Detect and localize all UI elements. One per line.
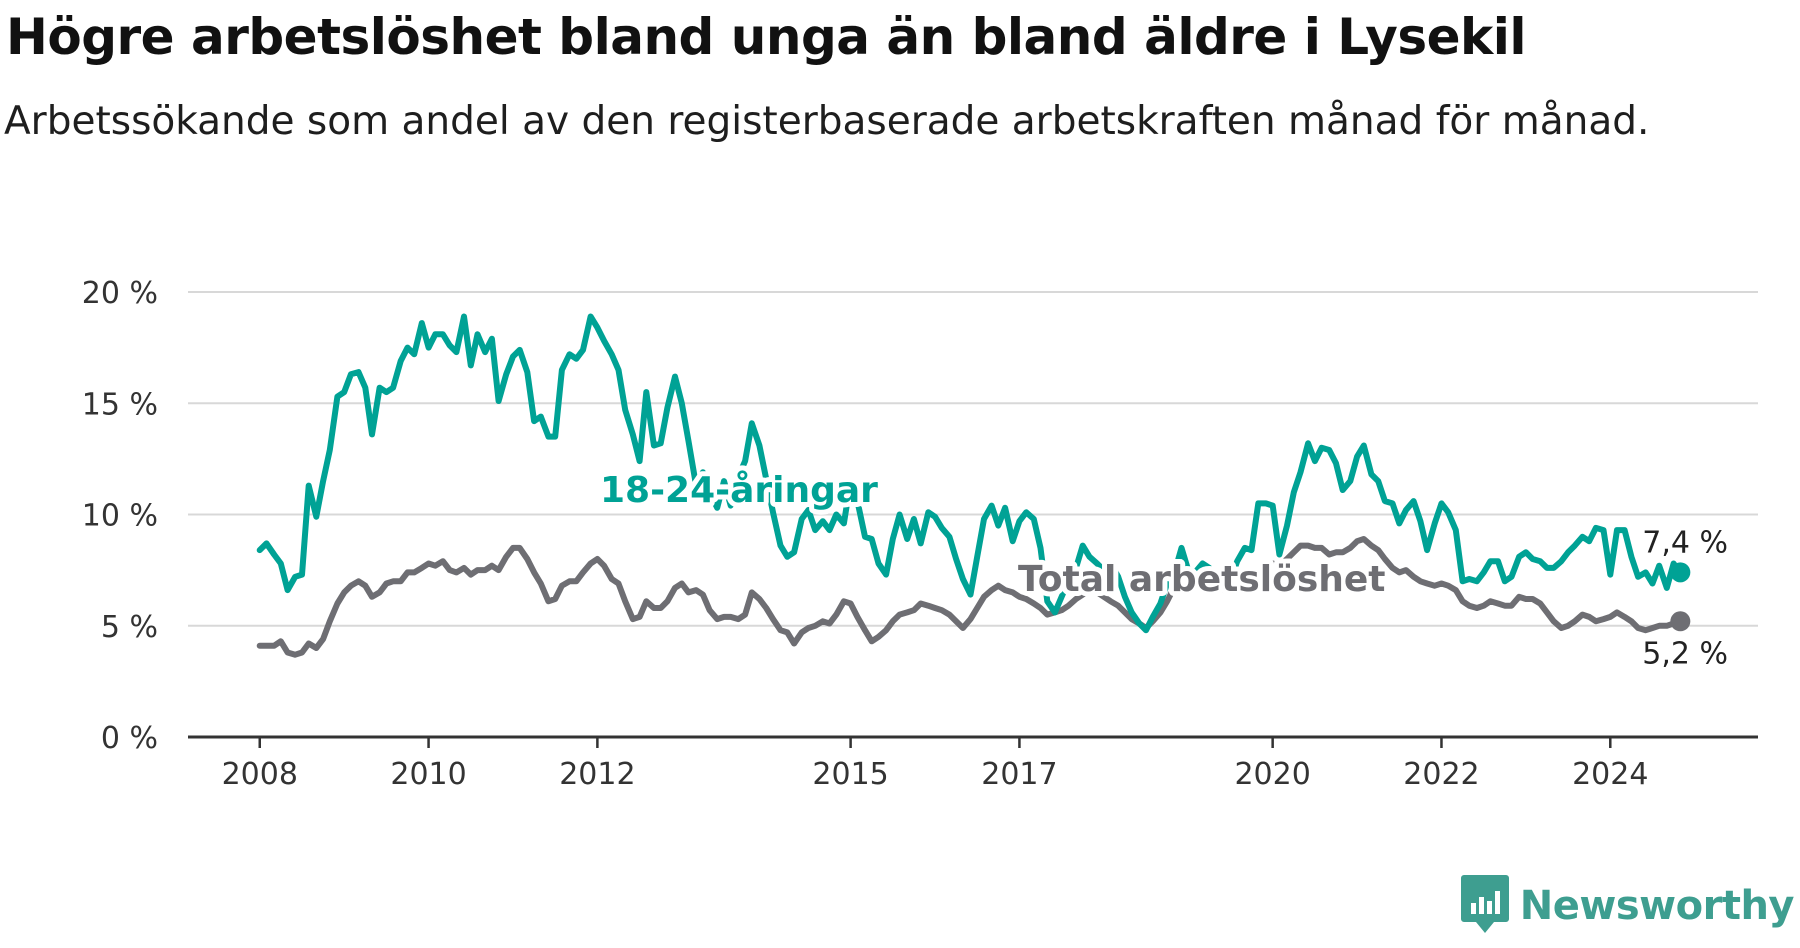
x-axis: 2008 2010 2012 2015 2017 2020 2022 2024: [188, 735, 1758, 792]
x-tick-label: 2024: [1572, 757, 1648, 792]
brand-name: Newsworthy: [1519, 883, 1795, 929]
y-tick-label: 20 %: [82, 276, 158, 311]
series-label-total: Total arbetslöshet: [1018, 559, 1386, 600]
brand-logo: Newsworthy: [1460, 873, 1795, 939]
series-label-youth: 18-24-åringar: [600, 470, 878, 511]
y-tick-label: 5 %: [101, 610, 158, 645]
series-end-point-youth: [1670, 562, 1691, 583]
x-tick-label: 2017: [981, 757, 1057, 792]
grid-lines: [188, 291, 1758, 627]
end-value-label-youth: 7,4 %: [1642, 525, 1728, 560]
newsworthy-logo-icon: [1460, 873, 1510, 939]
end-value-label-total: 5,2 %: [1642, 636, 1728, 671]
x-tick-label: 2015: [812, 757, 888, 792]
y-tick-label: 15 %: [82, 387, 158, 422]
x-tick-label: 2010: [390, 757, 466, 792]
x-tick-label: 2008: [222, 757, 298, 792]
chart-subtitle: Arbetssökande som andel av den registerb…: [4, 99, 1650, 144]
y-tick-label: 10 %: [82, 499, 158, 534]
series-line-youth: [256, 313, 1684, 634]
series-line-total: [256, 536, 1684, 658]
x-tick-label: 2022: [1403, 757, 1479, 792]
x-tick-label: 2012: [559, 757, 635, 792]
x-tick-label: 2020: [1234, 757, 1310, 792]
chart-title: Högre arbetslöshet bland unga än bland ä…: [6, 8, 1527, 66]
series-labels: 18-24-åringar Total arbetslöshet 7,4 % 5,2 …: [595, 465, 1733, 676]
series-end-point-total: [1670, 611, 1691, 632]
series-lines: [256, 313, 1691, 658]
y-tick-label: 0 %: [101, 721, 158, 756]
y-axis: 0 % 5 % 10 % 15 % 20 %: [82, 276, 158, 756]
